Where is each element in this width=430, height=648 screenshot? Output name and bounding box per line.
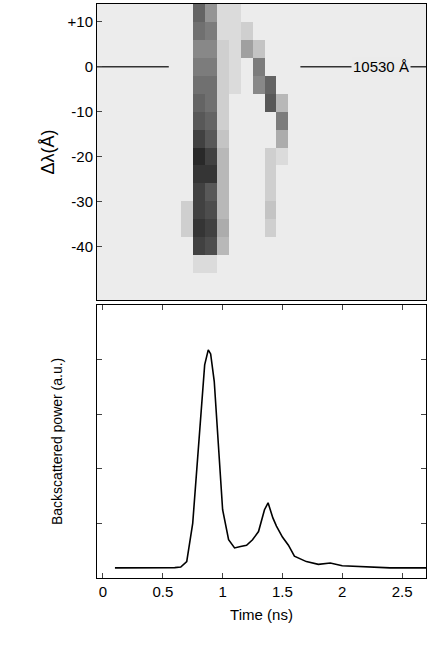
svg-text:Backscattered power (a.u.): Backscattered power (a.u.) xyxy=(49,358,65,525)
svg-text:10530 Å: 10530 Å xyxy=(353,58,409,75)
svg-text:0: 0 xyxy=(85,58,93,75)
svg-text:-30: -30 xyxy=(71,193,93,210)
svg-text:Δλ(Å): Δλ(Å) xyxy=(38,130,58,175)
svg-text:+10: +10 xyxy=(68,13,93,30)
svg-text:0: 0 xyxy=(99,583,107,600)
svg-text:2.5: 2.5 xyxy=(392,583,413,600)
svg-text:1.5: 1.5 xyxy=(272,583,293,600)
svg-text:0.5: 0.5 xyxy=(152,583,173,600)
svg-text:Time (ns): Time (ns) xyxy=(230,606,293,623)
svg-text:1: 1 xyxy=(218,583,226,600)
svg-text:2: 2 xyxy=(338,583,346,600)
svg-text:-40: -40 xyxy=(71,238,93,255)
svg-text:-20: -20 xyxy=(71,148,93,165)
svg-text:-10: -10 xyxy=(71,103,93,120)
